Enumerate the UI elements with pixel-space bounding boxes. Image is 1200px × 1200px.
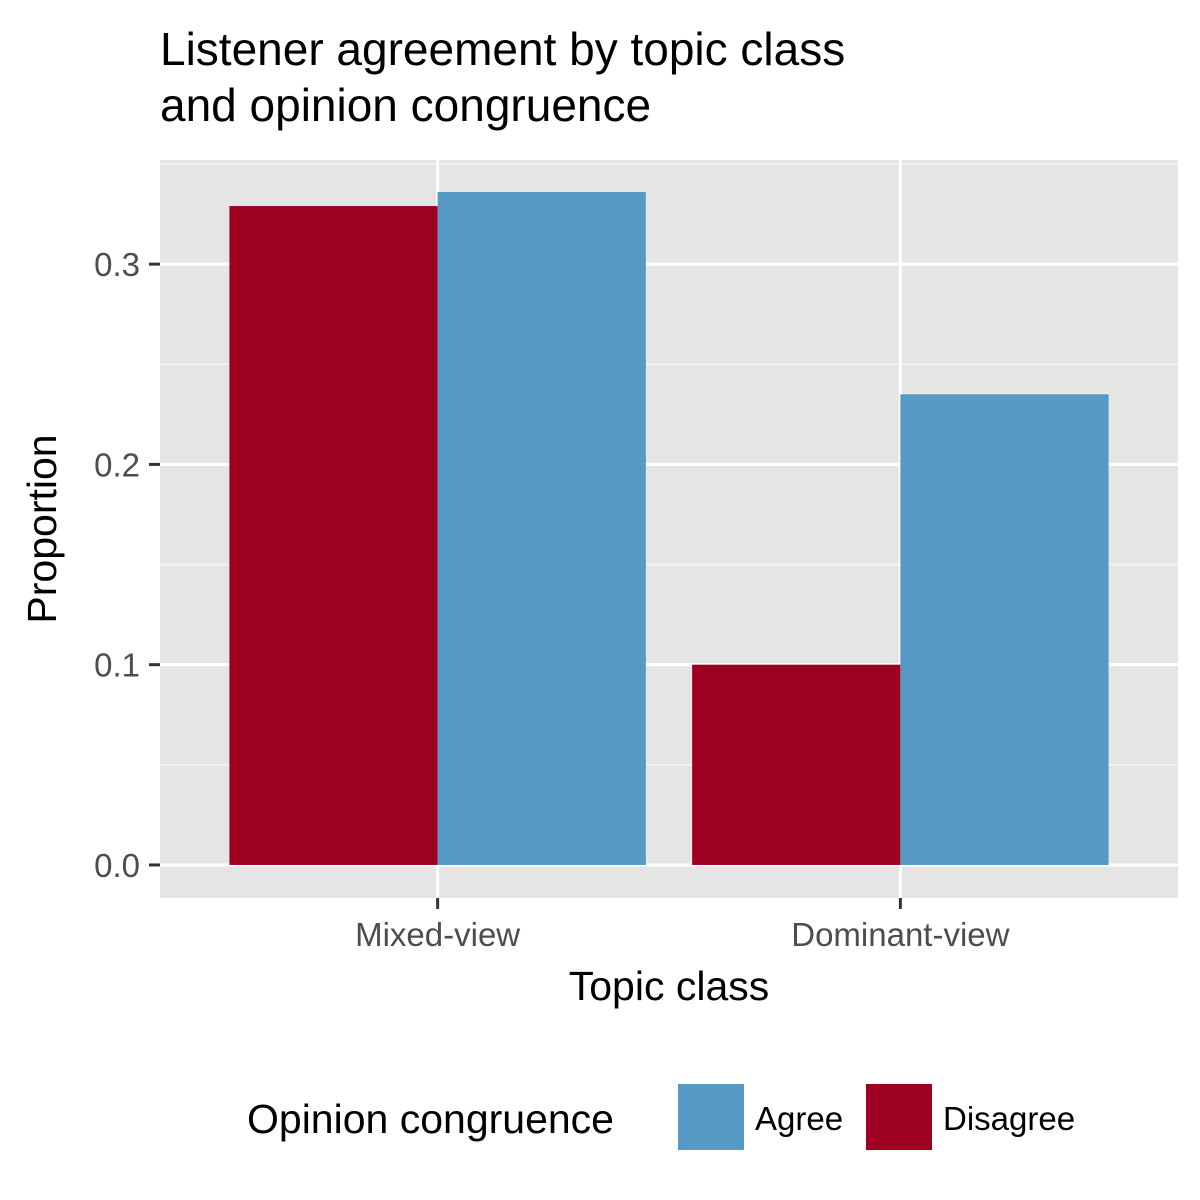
chart-title-line-2: and opinion congruence [160, 79, 652, 131]
bar-agree-mixed-view [437, 192, 646, 865]
chart-title-line-1: Listener agreement by topic class [160, 23, 846, 75]
legend-key-disagree [866, 1084, 932, 1150]
x-axis: Mixed-view Dominant-view [355, 898, 1010, 953]
y-axis: 0.0 0.1 0.2 0.3 [94, 246, 160, 884]
y-tick-label: 0.0 [94, 847, 140, 884]
legend-label-disagree: Disagree [943, 1100, 1075, 1137]
bar-disagree-dominant-view [692, 664, 901, 865]
legend: Opinion congruence Agree Disagree [247, 1084, 1075, 1150]
y-tick-label: 0.1 [94, 647, 140, 684]
legend-key-agree [678, 1084, 744, 1150]
legend-title: Opinion congruence [247, 1096, 614, 1142]
y-axis-title: Proportion [19, 434, 65, 623]
bar-disagree-mixed-view [229, 206, 438, 865]
bar-agree-dominant-view [900, 394, 1109, 865]
y-tick-label: 0.2 [94, 446, 140, 483]
legend-label-agree: Agree [755, 1100, 843, 1137]
y-tick-label: 0.3 [94, 246, 140, 283]
bars [229, 192, 1109, 865]
x-axis-title: Topic class [569, 963, 770, 1009]
x-tick-label: Mixed-view [355, 916, 520, 953]
x-tick-label: Dominant-view [791, 916, 1009, 953]
